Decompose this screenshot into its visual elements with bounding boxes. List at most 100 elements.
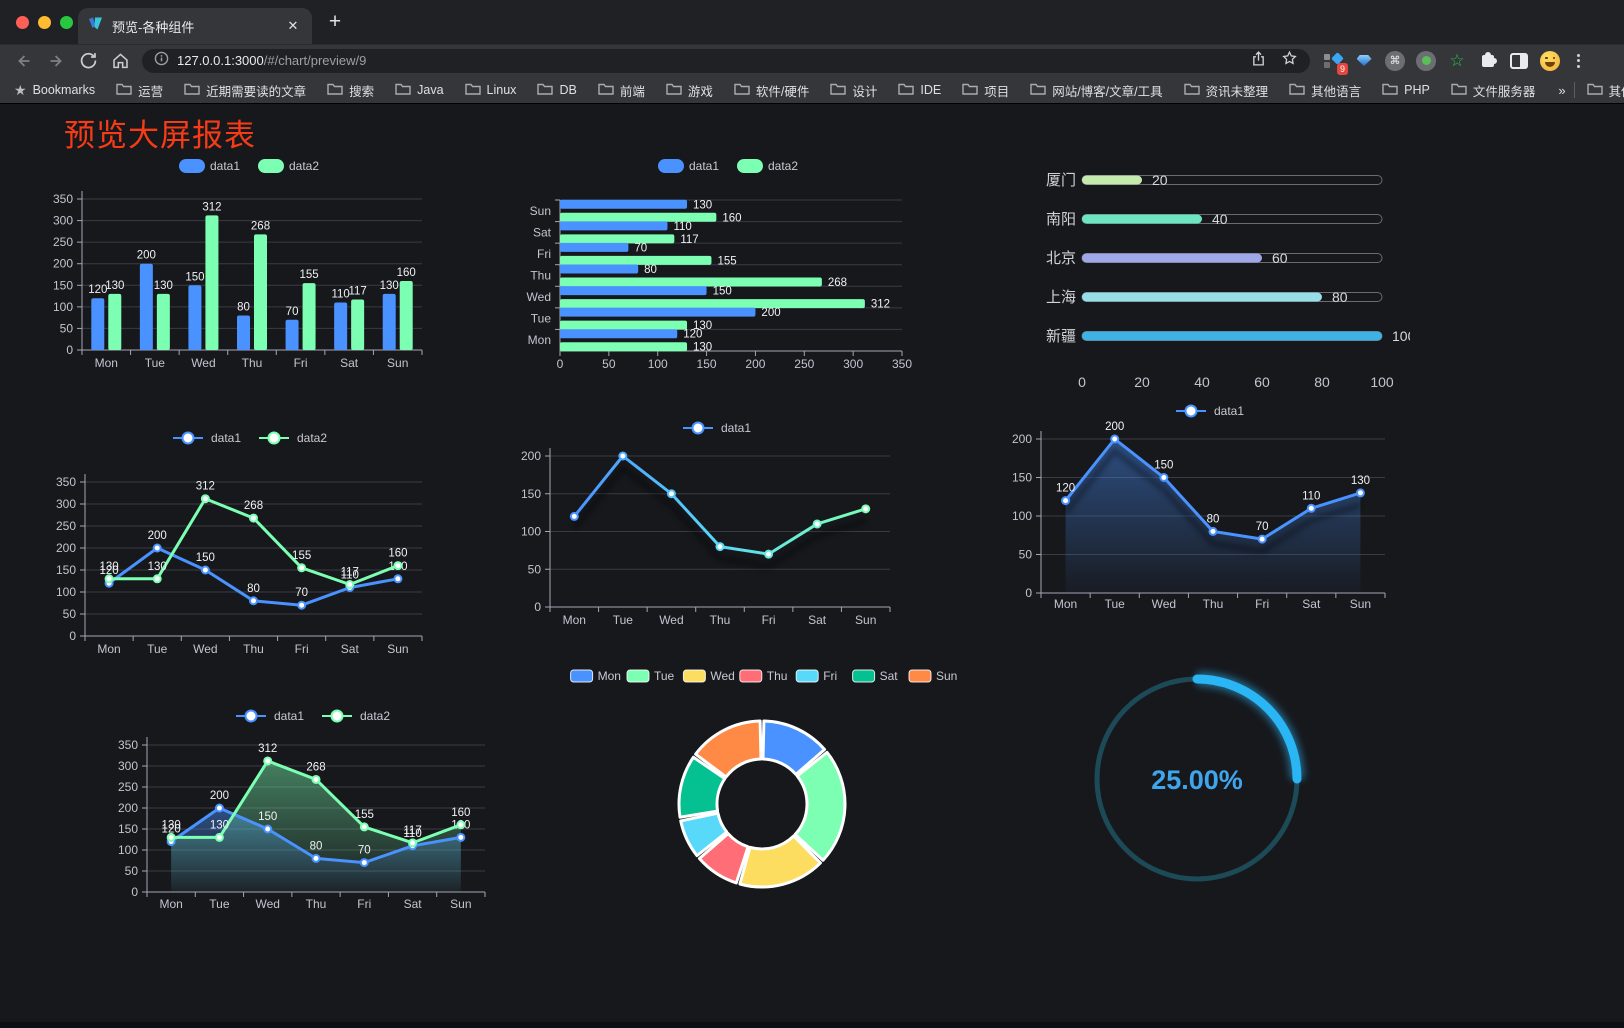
svg-text:25.00%: 25.00% (1151, 765, 1243, 795)
command-extension-icon[interactable]: ⌘ (1384, 50, 1406, 72)
chart-horizontal-bar[interactable]: 0 50 100 150 200 250 300 350 Sun 130 160 Sat 110 117 F… (500, 151, 930, 386)
bookmarks-root[interactable]: ★ Bookmarks (14, 81, 96, 98)
bookmark-folder[interactable]: 前端 (598, 81, 645, 100)
svg-text:120: 120 (99, 565, 118, 577)
svg-text:300: 300 (56, 497, 76, 511)
folder-icon (537, 82, 554, 98)
bookmark-folder[interactable]: IDE (898, 82, 941, 98)
svg-text:Fri: Fri (1255, 597, 1269, 611)
chart-grouped-bar[interactable]: 0 50 100 150 200 250 300 350 Mon Tue Wed Thu Fri Sat S… (30, 151, 465, 386)
bookmark-folder[interactable]: DB (537, 82, 577, 98)
share-icon[interactable] (1250, 50, 1267, 72)
svg-text:Sun: Sun (1350, 597, 1371, 611)
svg-text:Wed: Wed (193, 642, 217, 656)
chart-area-line[interactable]: 0 50 100 150 200 Mon Tue Wed Thu Fri Sat Sun 120 200 1… (975, 386, 1405, 616)
svg-text:150: 150 (185, 271, 204, 283)
svg-text:Tue: Tue (145, 356, 166, 370)
bookmark-folder[interactable]: 近期需要读的文章 (184, 81, 306, 100)
svg-text:200: 200 (148, 530, 167, 542)
svg-text:50: 50 (63, 607, 77, 621)
bookmark-folder[interactable]: Linux (464, 82, 516, 98)
chart-two-lines[interactable]: 0 50 100 150 200 250 300 350 Mon Tue Wed Thu Fri Sat S… (30, 421, 465, 676)
folder-icon (1451, 82, 1467, 98)
window-controls (16, 16, 73, 29)
svg-text:350: 350 (118, 738, 138, 752)
svg-text:Thu: Thu (530, 269, 551, 283)
chart-gauge[interactable]: 25.00% (1080, 661, 1320, 906)
folder-icon (898, 82, 915, 98)
emoji-extension-icon[interactable] (1539, 50, 1561, 72)
bookmark-folder[interactable]: 资讯未整理 (1183, 81, 1268, 100)
back-button[interactable] (11, 48, 37, 74)
split-view-icon[interactable] (1508, 50, 1530, 72)
window-zoom-button[interactable] (60, 16, 73, 29)
svg-text:Mon: Mon (598, 669, 621, 683)
site-info-icon[interactable] (154, 51, 169, 71)
svg-text:Sun: Sun (387, 642, 408, 656)
tab-close-icon[interactable]: ✕ (287, 18, 299, 33)
browser-tab[interactable]: 预览-各种组件 ✕ (78, 8, 312, 44)
svg-text:130: 130 (154, 280, 173, 292)
browser-menu-button[interactable] (1573, 50, 1584, 72)
window-minimize-button[interactable] (38, 16, 51, 29)
svg-text:data1: data1 (1214, 404, 1244, 418)
svg-text:0: 0 (534, 600, 541, 614)
svg-text:80: 80 (247, 583, 260, 595)
svg-text:312: 312 (871, 299, 890, 311)
new-tab-button[interactable]: + (328, 10, 342, 33)
svg-text:80: 80 (310, 840, 323, 852)
svg-text:130: 130 (105, 280, 124, 292)
svg-text:130: 130 (99, 561, 118, 573)
svg-text:0: 0 (1025, 586, 1032, 600)
svg-text:120: 120 (88, 284, 107, 296)
url-bar[interactable]: 127.0.0.1:3000/#/chart/preview/9 (142, 48, 1310, 73)
svg-text:155: 155 (299, 269, 318, 281)
puzzle-extensions-icon[interactable] (1477, 50, 1499, 72)
home-button[interactable] (107, 48, 133, 74)
bookmark-folder[interactable]: 项目 (962, 81, 1009, 100)
bookmark-folder[interactable]: Java (395, 82, 444, 98)
forward-button[interactable] (43, 48, 69, 74)
bookmark-folder[interactable]: 设计 (830, 81, 877, 100)
chart-two-area-lines[interactable]: 0 50 100 150 200 250 300 350 Mon Tue Wed Thu Fri Sat S… (95, 671, 525, 926)
svg-text:300: 300 (118, 759, 138, 773)
svg-text:117: 117 (341, 567, 359, 579)
folder-icon (734, 82, 750, 98)
bookmark-folder[interactable]: 软件/硬件 (734, 81, 809, 100)
svg-text:300: 300 (53, 214, 73, 228)
chart-progress-bars[interactable]: 厦门 20 南阳 40 北京 60 上海 80 新疆 100 0 20 40 60 80 100 (980, 151, 1416, 401)
gem-extension-icon[interactable] (1353, 50, 1375, 72)
recorder-extension-icon[interactable] (1415, 50, 1437, 72)
svg-text:100: 100 (1392, 328, 1410, 344)
window-close-button[interactable] (16, 16, 29, 29)
folder-icon (830, 82, 847, 98)
reload-button[interactable] (75, 48, 101, 74)
svg-text:40: 40 (1212, 211, 1228, 227)
bookmark-folder[interactable]: 其他语言 (1289, 81, 1361, 100)
other-bookmarks-button[interactable]: 其他书签 (1586, 81, 1624, 100)
svg-text:Sat: Sat (880, 669, 899, 683)
chart-donut[interactable]: Mon Tue Wed Thu Fri Sat Sun (540, 631, 960, 906)
svg-text:80: 80 (1314, 374, 1330, 390)
bookmark-folder[interactable]: 运营 (116, 81, 163, 100)
svg-text:Sun: Sun (855, 613, 876, 626)
star-extension-icon[interactable]: ☆ (1449, 51, 1465, 70)
bookmark-folder[interactable]: 文件服务器 (1451, 81, 1535, 100)
bookmark-folder[interactable]: 网站/博客/文章/工具 (1030, 81, 1163, 100)
bookmark-folder[interactable]: 搜索 (327, 81, 374, 100)
svg-text:150: 150 (56, 563, 76, 577)
svg-text:120: 120 (162, 824, 181, 836)
bookmarks-overflow-button[interactable]: » (1558, 82, 1566, 98)
svg-text:北京: 北京 (1046, 250, 1076, 267)
pinned-extension-icon[interactable]: 9 (1322, 50, 1348, 75)
bookmark-folder[interactable]: 游戏 (666, 81, 713, 100)
svg-text:312: 312 (202, 201, 221, 213)
svg-text:Sun: Sun (387, 356, 408, 370)
chart-gradient-line[interactable]: 0 50 100 150 200 Mon Tue Wed Thu Fri Sat Sun data1 (500, 391, 930, 631)
svg-text:200: 200 (137, 250, 156, 262)
svg-text:data2: data2 (289, 159, 319, 173)
bookmark-folder[interactable]: PHP (1382, 82, 1430, 98)
svg-text:Wed: Wed (659, 613, 683, 626)
svg-text:120: 120 (683, 329, 702, 341)
bookmark-star-icon[interactable] (1281, 50, 1298, 72)
